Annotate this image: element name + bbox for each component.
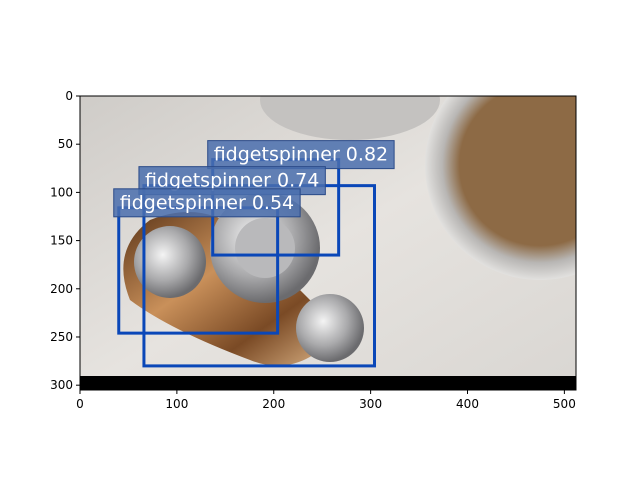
x-tick-label: 500: [553, 397, 576, 411]
axes-frame: [79, 95, 577, 391]
box-label: fidgetspinner 0.54: [120, 192, 294, 214]
x-tick-label: 100: [165, 397, 188, 411]
y-tick-label: 100: [50, 185, 73, 199]
y-tick-label: 0: [65, 89, 73, 103]
plot-layer: 0 100 200 300 400 500 0 50 100 150 200 250 300 fidget…: [50, 89, 576, 411]
x-tick-label: 200: [262, 397, 285, 411]
photo: [80, 96, 576, 390]
x-tick-label: 300: [359, 397, 382, 411]
y-tick-label: 150: [50, 234, 73, 248]
y-tick-label: 200: [50, 282, 73, 296]
label-background: [113, 188, 301, 218]
box-label: fidgetspinner 0.74: [145, 170, 319, 192]
y-tick-label: 300: [50, 378, 73, 392]
x-tick-label: 400: [456, 397, 479, 411]
box-label: fidgetspinner 0.82: [214, 144, 388, 166]
x-tick-label: 0: [76, 397, 84, 411]
y-tick-label: 50: [58, 137, 73, 151]
y-tick-label: 250: [50, 330, 73, 344]
